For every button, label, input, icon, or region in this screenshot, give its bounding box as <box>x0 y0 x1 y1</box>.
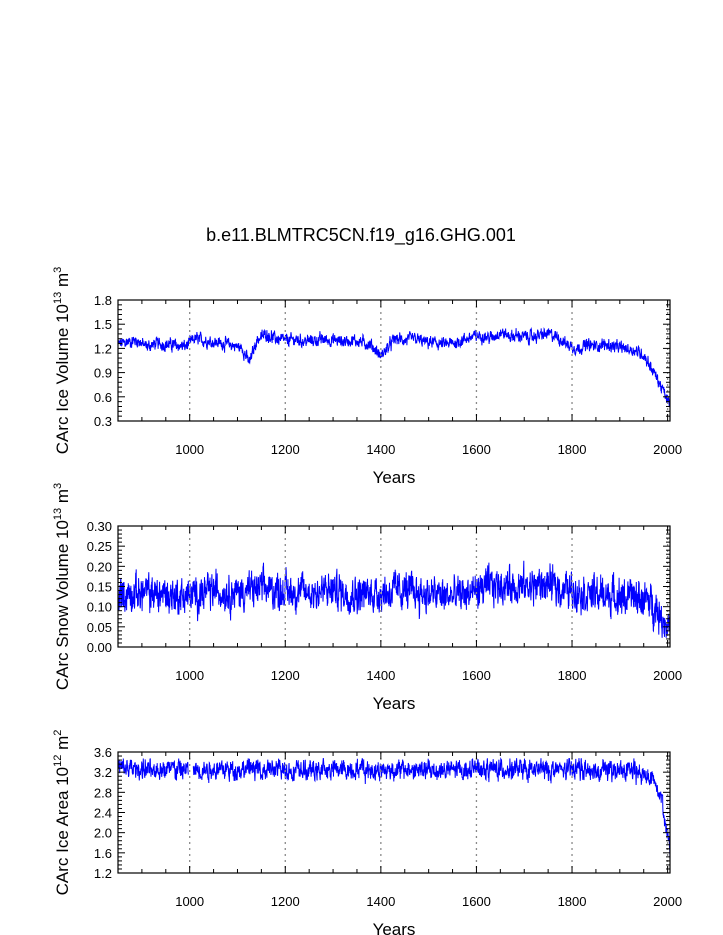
y-tick-label: 0.25 <box>87 539 112 554</box>
y-tick-label: 0.15 <box>87 580 112 595</box>
y-tick-label: 0.6 <box>94 390 112 405</box>
y-axis-title-part: m <box>53 736 72 755</box>
series-line <box>117 757 671 860</box>
y-axis-title: CArc Ice Volume 1013 m3 <box>52 267 72 455</box>
x-tick-label: 1200 <box>271 894 300 909</box>
y-tick-label: 1.5 <box>94 317 112 332</box>
y-tick-label: 1.6 <box>94 846 112 861</box>
figure-title: b.e11.BLMTRC5CN.f19_g16.GHG.001 <box>206 225 516 246</box>
x-tick-label: 1800 <box>558 442 587 457</box>
plot-frame <box>117 299 671 422</box>
x-tick-label: 1200 <box>271 668 300 683</box>
series-line <box>117 560 671 640</box>
y-tick-label: 0.9 <box>94 366 112 381</box>
y-tick-label: 3.6 <box>94 745 112 760</box>
y-tick-label: 0.05 <box>87 620 112 635</box>
x-axis-title: Years <box>373 468 416 487</box>
x-tick-label: 1800 <box>558 668 587 683</box>
y-axis-title-part: 2 <box>52 730 64 736</box>
x-tick-label: 1600 <box>462 668 491 683</box>
y-tick-label: 3.2 <box>94 765 112 780</box>
y-axis-title-part: m <box>53 273 72 292</box>
y-tick-label: 0.30 <box>87 519 112 534</box>
y-tick-label: 2.0 <box>94 826 112 841</box>
x-tick-label: 2000 <box>653 668 682 683</box>
y-tick-label: 1.2 <box>94 341 112 356</box>
y-axis-title-part: 3 <box>52 483 64 489</box>
x-axis-title: Years <box>373 920 416 935</box>
y-tick-label: 1.2 <box>94 866 112 881</box>
series-line <box>117 327 671 407</box>
y-tick-label: 0.00 <box>87 640 112 655</box>
x-axis-title: Years <box>373 694 416 713</box>
ice-area-panel: 1000 1200 1400 1600 1800 2000 1.2 1.6 2.0 2.4 2.8 3… <box>52 730 682 935</box>
y-tick-label: 0.3 <box>94 414 112 429</box>
x-tick-label: 1600 <box>462 894 491 909</box>
x-tick-label: 2000 <box>653 894 682 909</box>
y-tick-label: 2.4 <box>94 806 112 821</box>
y-tick-label: 0.10 <box>87 600 112 615</box>
y-axis-title-part: 13 <box>52 292 64 304</box>
y-axis-title-part: CArc Ice Volume 10 <box>53 304 72 454</box>
x-tick-label: 1000 <box>175 894 204 909</box>
y-axis-title-part: CArc Ice Area 10 <box>53 767 72 896</box>
y-tick-label: 1.8 <box>94 293 112 308</box>
y-axis-title-part: m <box>53 489 72 508</box>
ice-volume-panel: 1000 1200 1400 1600 1800 2000 0.3 0.6 0.9 1.2 1.5 1… <box>52 267 682 487</box>
y-tick-label: 2.8 <box>94 785 112 800</box>
x-tick-label: 1400 <box>366 894 395 909</box>
y-axis-title-part: 3 <box>52 267 64 273</box>
x-tick-label: 1800 <box>558 894 587 909</box>
y-axis-title: CArc Ice Area 1012 m2 <box>52 730 72 896</box>
y-axis-title-part: CArc Snow Volume 10 <box>53 520 72 690</box>
y-tick-label: 0.20 <box>87 559 112 574</box>
x-tick-label: 1000 <box>175 668 204 683</box>
y-axis-title: CArc Snow Volume 1013 m3 <box>52 483 72 690</box>
snow-volume-panel: 1000 1200 1400 1600 1800 2000 0.00 0.05 0.10 0.15… <box>52 483 682 713</box>
x-tick-label: 1200 <box>271 442 300 457</box>
y-axis-title-part: 13 <box>52 508 64 520</box>
x-tick-label: 1000 <box>175 442 204 457</box>
x-tick-label: 2000 <box>653 442 682 457</box>
y-axis-title-part: 12 <box>52 755 64 767</box>
x-tick-label: 1400 <box>366 668 395 683</box>
x-tick-label: 1400 <box>366 442 395 457</box>
x-tick-label: 1600 <box>462 442 491 457</box>
